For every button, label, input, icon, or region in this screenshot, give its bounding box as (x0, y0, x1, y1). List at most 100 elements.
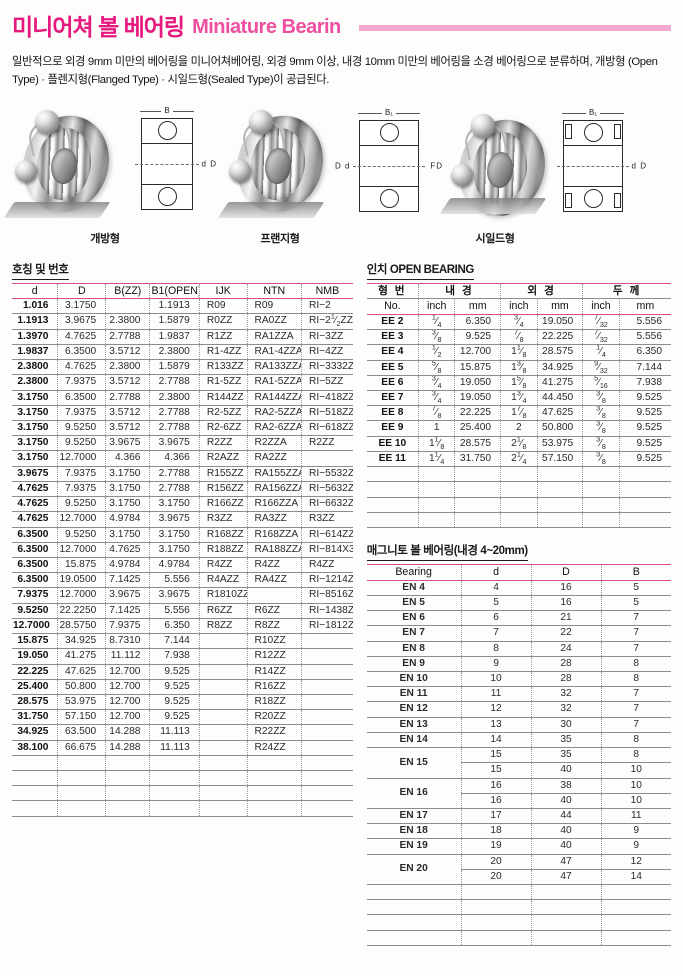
cell-D: 12.7000 (57, 542, 107, 558)
cell-mag-B: 11 (601, 808, 671, 825)
cell-nmb: R2ZZ (301, 435, 353, 452)
cell-B1open: 2.7788 (149, 481, 200, 498)
cell-mag-D: 22 (531, 625, 602, 642)
table-row: 34.925 63.500 14.288 11.113 R22ZZ (12, 724, 353, 741)
cell-Bzz: 3.5712 (105, 344, 151, 361)
table-row: EN 12 12 32 7 (366, 701, 671, 718)
cell-B1open: 2.7788 (149, 405, 200, 422)
cell-no: EE 4 (366, 344, 419, 361)
cell-B1open: 5.556 (149, 603, 200, 619)
cell-Bzz: 3.5712 (105, 420, 151, 437)
cell-ntn: R2ZZA (247, 435, 303, 452)
cell-nmb (301, 694, 353, 711)
dim-label-dD-sealed: d D (631, 161, 647, 171)
table-row: 1.9837 6.3500 3.5712 2.3800 R1-4ZZ RA1-4ZZA RI… (12, 344, 353, 361)
cell-mag-D: 32 (531, 701, 602, 718)
table-row: EN 4 4 16 5 (366, 580, 671, 596)
cell-ijk (199, 724, 248, 741)
cell-nmb (301, 648, 353, 665)
cell-nmb: RI−6632ZZ (301, 496, 353, 513)
cell-D: 9.5250 (57, 496, 107, 513)
cell-d: 9.5250 (12, 603, 59, 619)
cell-bearing: EN 8 (366, 641, 462, 657)
table-row: EN 11 11 32 7 (366, 686, 671, 703)
cell-D-inch: 3⁄4 (500, 314, 538, 331)
cell-ntn: RA0ZZ (247, 313, 303, 330)
table-row-blank (12, 785, 353, 802)
inch-sub-header-row: No. inch mm inch mm inch mm (366, 298, 671, 315)
cell-D: 41.275 (57, 648, 107, 665)
cell-D-inch: 13⁄4 (500, 390, 538, 407)
cell-D: 15.875 (57, 557, 107, 574)
table-row: EE 8 7⁄8 22.225 17⁄8 47.625 3⁄8 9.525 (366, 405, 671, 422)
table-row: EE 3 3⁄8 9.525 7⁄8 22.225 7⁄32 5.556 (366, 329, 671, 346)
cell-D: 3.9675 (57, 313, 107, 330)
cell-mag-B: 9 (601, 823, 671, 840)
cell-ijk: R1-4ZZ (199, 344, 248, 361)
cell-mag-B: 7 (601, 610, 671, 627)
cell-ntn: R168ZZA (247, 527, 303, 543)
cell-d: 22.225 (12, 664, 59, 680)
table-row: 1.3970 4.7625 2.7788 1.9837 R1ZZ RA1ZZA RI−3ZZ (12, 329, 353, 345)
cell-ijk: R8ZZ (199, 618, 248, 635)
cell-B1open: 1.1913 (149, 298, 200, 315)
table-header-row: d D B(ZZ) B1(OPEN) IJK NTN NMB (12, 283, 353, 300)
cell-mag-d: 6 (461, 610, 532, 627)
col-mag-d: d (461, 564, 532, 581)
cell-ntn: RA1-4ZZA (247, 344, 303, 361)
cell-d: 3.1750 (12, 450, 59, 467)
table-row-blank (366, 466, 671, 483)
cell-no: EE 6 (366, 375, 419, 392)
col-d: d (12, 283, 59, 300)
cell-ijk: R2-5ZZ (199, 405, 248, 422)
group-width: 두 께 (582, 283, 671, 300)
table-row: EN 9 9 28 8 (366, 656, 671, 672)
cell-nmb (301, 740, 353, 756)
cell-ntn: R09 (247, 298, 303, 315)
cell-ntn: R22ZZ (247, 724, 303, 741)
cell-d: 1.1913 (12, 313, 59, 330)
cell-nmb (301, 724, 353, 741)
cell-d-inch: 5⁄8 (418, 360, 456, 376)
cell-D-inch: 2 (500, 420, 538, 437)
cell-B-inch: 1⁄4 (582, 344, 620, 361)
cell-B-mm: 9.525 (619, 405, 671, 422)
col-ntn: NTN (247, 283, 303, 300)
cell-d-mm: 12.700 (454, 344, 502, 361)
cell-B-inch: 5⁄16 (582, 375, 620, 392)
cell-D: 28.5750 (57, 618, 107, 635)
cell-d: 34.925 (12, 724, 59, 741)
cell-ijk (199, 694, 248, 711)
cell-mag-B: 9 (601, 838, 671, 855)
cell-bearing: EN 7 (366, 625, 462, 642)
cell-nmb: RI−1438ZZ (301, 603, 353, 619)
cell-d: 4.7625 (12, 496, 59, 513)
group-od: 외 경 (500, 283, 584, 300)
cell-ntn: R16ZZ (247, 679, 303, 695)
cell-B1open: 3.1750 (149, 542, 200, 558)
open-bearing-photo (3, 108, 125, 220)
col-B1open: B1(OPEN) (149, 283, 200, 300)
cell-mag-B: 7 (601, 641, 671, 657)
cell-D: 66.675 (57, 740, 107, 756)
figure-sealed-type: 시일드형 (439, 98, 550, 248)
cell-Bzz: 3.1750 (105, 466, 151, 482)
cell-ntn: RA188ZZA (247, 542, 303, 558)
cell-Bzz: 12.700 (105, 709, 151, 726)
table-row: 16 40 10 (367, 793, 671, 809)
cell-ntn: R166ZZA (247, 496, 303, 513)
cell-bearing: EN 14 (366, 732, 462, 749)
cell-d: 1.016 (12, 298, 59, 315)
cell-nmb: RI−5532ZZ (301, 466, 353, 482)
cell-B1open: 3.1750 (149, 527, 200, 543)
cell-D: 34.925 (57, 633, 107, 650)
cell-mag-B: 8 (601, 732, 671, 749)
table-row: EE 7 3⁄4 19.050 13⁄4 44.450 3⁄8 9.525 (366, 390, 671, 407)
cell-mag-d: 15 (461, 747, 532, 764)
cell-mag-B: 10 (601, 778, 671, 794)
cell-mag-B: 12 (601, 854, 671, 870)
figure-open-type: B d D 개방형 (3, 98, 216, 248)
cell-nmb: R3ZZ (301, 511, 353, 528)
col-nmb: NMB (301, 283, 353, 300)
cell-D: 9.5250 (57, 527, 107, 543)
